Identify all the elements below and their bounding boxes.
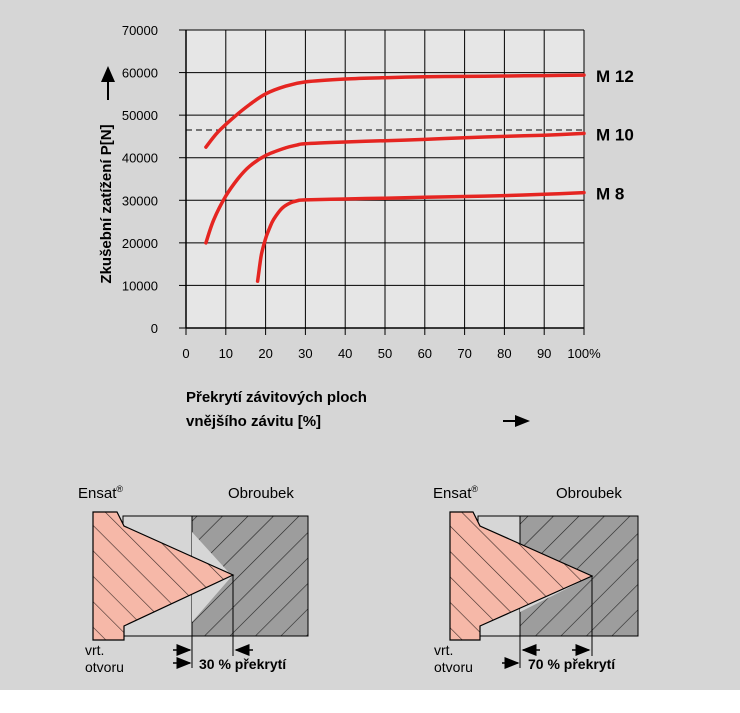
obroubek-label: Obroubek [556, 485, 622, 502]
y-tick-label: 50000 [122, 108, 158, 123]
y-tick-label: 40000 [122, 151, 158, 166]
x-tick-label: 100% [567, 346, 601, 361]
x-tick-label: 10 [219, 346, 233, 361]
right-arrow-icon [503, 415, 530, 427]
up-arrow-icon [101, 66, 115, 100]
x-axis-label-line1: Překrytí závitových ploch [186, 389, 367, 406]
series-label-m12: M 12 [596, 67, 634, 86]
series-label-m10: M 10 [596, 125, 634, 144]
series-labels: M 12 M 10 M 8 [596, 67, 634, 203]
insert-section [92, 511, 235, 641]
dimension-arrow-icon [502, 644, 591, 669]
y-tick-label: 30000 [122, 193, 158, 208]
x-tick-label: 50 [378, 346, 392, 361]
series-line-m8 [255, 190, 586, 283]
x-tick-label: 30 [298, 346, 312, 361]
ensat-label: Ensat® [433, 484, 478, 502]
x-tick-label: 20 [258, 346, 272, 361]
chart: 0 10000 20000 30000 40000 50000 60000 70000 0 10… [98, 23, 634, 430]
series-line-m12 [204, 73, 586, 149]
x-tick-label: 90 [537, 346, 551, 361]
y-tick-label: 0 [151, 321, 158, 336]
y-tick-label: 10000 [122, 278, 158, 293]
y-tick-label: 20000 [122, 236, 158, 251]
y-tick-label: 70000 [122, 23, 158, 38]
diagram-30-percent: Ensat® Obroubek vrt. otvoru 30 % překryt… [78, 484, 309, 675]
ensat-label: Ensat® [78, 484, 123, 502]
x-tick-label: 60 [418, 346, 432, 361]
hole-label-line1: vrt. [85, 642, 104, 658]
insert-section [449, 511, 594, 641]
y-tick-label: 60000 [122, 66, 158, 81]
dimension-arrow-icon [173, 644, 253, 669]
series-line-m10 [204, 131, 586, 245]
y-axis-label: Zkušební zatížení P[N] [98, 124, 115, 283]
overlap-label: 30 % překrytí [199, 656, 287, 672]
x-axis-label-line2: vnějšího závitu [%] [186, 413, 321, 430]
x-tick-label: 40 [338, 346, 352, 361]
y-tick-labels: 0 10000 20000 30000 40000 50000 60000 70000 [122, 23, 158, 336]
series-label-m8: M 8 [596, 185, 624, 204]
hole-label-line1: vrt. [434, 642, 453, 658]
x-tick-label: 0 [182, 346, 189, 361]
x-tick-label: 70 [457, 346, 471, 361]
x-tick-label: 80 [497, 346, 511, 361]
overlap-label: 70 % překrytí [528, 656, 616, 672]
series-curves [204, 73, 586, 283]
diagram-70-percent: Ensat® Obroubek vrt. otvoru 70 % překryt… [433, 484, 639, 675]
hole-label-line2: otvoru [85, 659, 124, 675]
x-tick-labels: 0 10 20 30 40 50 60 70 80 90 100% [182, 346, 601, 361]
hole-label-line2: otvoru [434, 659, 473, 675]
obroubek-label: Obroubek [228, 485, 294, 502]
axes [179, 29, 585, 335]
